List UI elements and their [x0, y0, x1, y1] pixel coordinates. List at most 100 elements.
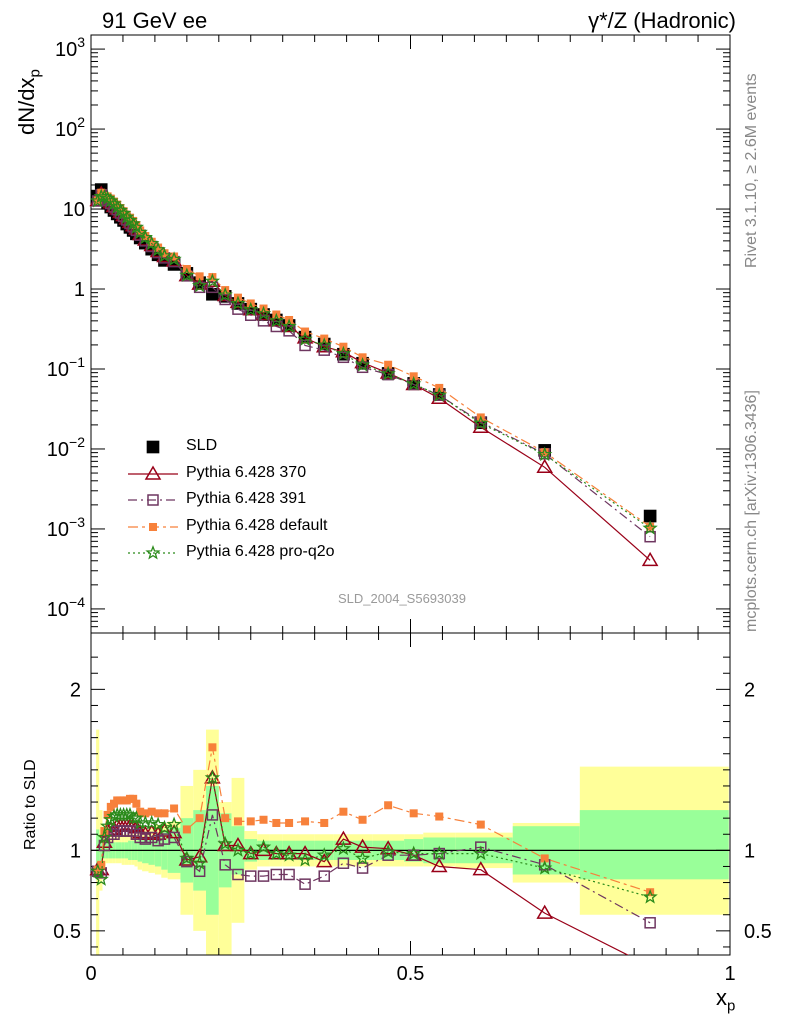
x-tick-label: 0: [85, 963, 96, 985]
ratio-point-p391: [382, 849, 394, 861]
ratio-point-p370: [379, 840, 397, 855]
ratio-point-p391: [206, 809, 219, 821]
ratio-point-p391: [152, 834, 164, 847]
main-y-tick-label: 10−1: [47, 354, 85, 381]
ratio-point-pdefault: [320, 818, 329, 827]
main-point-pq2o: [217, 287, 233, 302]
main-point-pq2o: [473, 415, 489, 430]
main-point-pdefault: [136, 226, 145, 235]
ratio-point-pq2o: [473, 845, 489, 861]
ratio-point-pq2o: [156, 819, 173, 835]
ratio-point-pq2o: [122, 806, 138, 822]
ratio-point-pq2o: [144, 814, 160, 830]
ratio-point-pdefault: [476, 820, 485, 829]
ratio-point-pq2o: [96, 829, 113, 844]
ratio-point-p370: [472, 861, 490, 876]
ratio-point-p391: [407, 849, 420, 861]
ratio-point-pq2o: [537, 860, 553, 875]
ratio-point-pq2o: [90, 863, 106, 878]
main-point-pq2o: [316, 337, 332, 352]
main-y-tick-label: 10−3: [47, 514, 85, 541]
ratio-point-p370: [268, 845, 285, 860]
ratio-point-pq2o: [406, 845, 422, 861]
main-point-p391: [219, 293, 231, 306]
ratio-line-p391: [97, 814, 651, 924]
ratio-point-pdefault: [129, 794, 138, 803]
ratio-point-pdefault: [154, 809, 163, 818]
main-point-p391: [245, 309, 257, 321]
ratio-point-p391: [168, 831, 180, 844]
ratio-point-pq2o: [103, 811, 119, 827]
legend-markers: [128, 440, 178, 560]
main-point-pq2o: [179, 267, 195, 282]
legend-label-pythia-pro-q2o: Pythia 6.428 pro-q2o: [186, 543, 335, 560]
ratio-point-pdefault: [285, 818, 294, 827]
ratio-y-tick-label: 0.5: [53, 921, 81, 943]
main-point-pdefault: [540, 448, 549, 457]
ratio-point-pq2o: [297, 851, 313, 867]
main-point-p370: [641, 551, 659, 567]
ratio-point-p391: [181, 855, 193, 868]
ratio-point-p391: [644, 917, 656, 929]
main-point-p391: [644, 530, 656, 543]
ratio-point-p391: [257, 870, 270, 882]
legend-marker-pdefault: [149, 523, 157, 531]
legend-label-sld: SLD: [186, 437, 218, 454]
main-point-pq2o: [204, 273, 221, 288]
main-point-pq2o: [255, 305, 272, 321]
ratio-point-pdefault: [170, 804, 179, 813]
main-point-pq2o: [537, 446, 553, 462]
main-point-pdefault: [160, 249, 169, 258]
ratio-point-pdefault: [93, 865, 102, 874]
x-tick-label: 1: [724, 963, 735, 985]
ratio-point-p391: [356, 862, 369, 874]
main-line-p370: [97, 192, 651, 561]
main-panel-series: [89, 183, 659, 567]
plot-title-left: 91 GeV ee: [102, 8, 208, 33]
ratio-point-pq2o: [166, 816, 182, 832]
ratio-point-pq2o: [431, 845, 447, 861]
main-point-p391: [382, 368, 394, 381]
main-point-p391: [232, 303, 244, 315]
ratio-point-pdefault: [540, 854, 549, 863]
ratio-band-green: [579, 810, 729, 880]
ratio-point-pq2o: [335, 840, 352, 856]
ratio-y-tick-label: 2: [70, 679, 81, 701]
main-point-pq2o: [122, 212, 138, 227]
ratio-point-p370: [149, 825, 167, 840]
ratio-point-pdefault: [339, 807, 348, 816]
ratio-point-p370: [536, 904, 553, 919]
ratio-point-p391: [475, 841, 487, 853]
main-point-p370: [536, 458, 553, 474]
ratio-point-pq2o: [179, 850, 195, 865]
ratio-point-pq2o: [132, 814, 148, 830]
ratio-point-pdefault: [259, 815, 268, 824]
ratio-point-p391: [219, 859, 231, 871]
ratio-point-p391: [283, 868, 295, 881]
main-point-p370: [268, 312, 285, 327]
main-point-pq2o: [281, 318, 297, 334]
ratio-point-pdefault: [132, 799, 141, 808]
analysis-id-label: SLD_2004_S5693039: [338, 591, 466, 606]
ratio-point-p370: [430, 857, 448, 873]
ratio-point-pdefault: [97, 860, 106, 869]
rivet-version-label: Rivet 3.1.10, ≥ 2.6M events: [743, 73, 760, 268]
ratio-point-pdefault: [435, 812, 444, 821]
main-y-axis-label: dN/dxp: [14, 69, 44, 135]
ratio-point-pq2o: [150, 816, 166, 832]
main-point-pdefault: [195, 272, 204, 281]
ratio-point-p391: [299, 878, 311, 890]
ratio-point-pdefault: [409, 809, 418, 818]
main-point-SLD: [206, 287, 219, 301]
main-panel-axes: 10−4 10−3 10−2 10−1 1 10 102 103: [47, 34, 731, 634]
ratio-point-p370: [204, 769, 221, 784]
main-line-pdefault: [97, 191, 651, 528]
ratio-point-pdefault: [160, 809, 169, 818]
main-point-pdefault: [147, 237, 156, 246]
main-point-p391: [270, 320, 283, 333]
ratio-uncertainty-bands: [96, 729, 729, 955]
main-point-p391: [299, 339, 311, 352]
main-y-tick-label: 103: [55, 34, 85, 61]
main-point-pdefault: [170, 252, 179, 261]
